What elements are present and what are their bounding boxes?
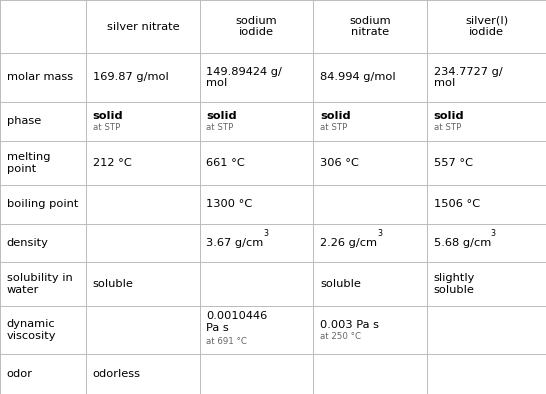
Text: 306 °C: 306 °C bbox=[320, 158, 359, 168]
Text: 3: 3 bbox=[491, 229, 496, 238]
Text: 234.7727 g/
mol: 234.7727 g/ mol bbox=[434, 67, 502, 88]
Text: sodium
nitrate: sodium nitrate bbox=[349, 16, 391, 37]
Text: 84.994 g/mol: 84.994 g/mol bbox=[320, 72, 396, 82]
Text: phase: phase bbox=[7, 117, 41, 126]
Text: solid: solid bbox=[206, 112, 237, 121]
Text: 3: 3 bbox=[264, 229, 269, 238]
Text: density: density bbox=[7, 238, 49, 248]
Text: 1506 °C: 1506 °C bbox=[434, 199, 479, 210]
Text: sodium
iodide: sodium iodide bbox=[236, 16, 277, 37]
Text: at STP: at STP bbox=[93, 123, 120, 132]
Text: 3.67 g/cm: 3.67 g/cm bbox=[206, 238, 264, 248]
Text: dynamic
viscosity: dynamic viscosity bbox=[7, 319, 56, 341]
Text: soluble: soluble bbox=[320, 279, 361, 289]
Text: at STP: at STP bbox=[320, 123, 347, 132]
Text: 557 °C: 557 °C bbox=[434, 158, 472, 168]
Text: 1300 °C: 1300 °C bbox=[206, 199, 253, 210]
Text: 3: 3 bbox=[377, 229, 382, 238]
Text: 2.26 g/cm: 2.26 g/cm bbox=[320, 238, 377, 248]
Text: 212 °C: 212 °C bbox=[93, 158, 132, 168]
Text: 149.89424 g/
mol: 149.89424 g/ mol bbox=[206, 67, 282, 88]
Text: 5.68 g/cm: 5.68 g/cm bbox=[434, 238, 491, 248]
Text: boiling point: boiling point bbox=[7, 199, 78, 210]
Text: solid: solid bbox=[320, 112, 351, 121]
Text: slightly
soluble: slightly soluble bbox=[434, 273, 475, 295]
Text: odor: odor bbox=[7, 369, 33, 379]
Text: at STP: at STP bbox=[434, 123, 461, 132]
Text: silver nitrate: silver nitrate bbox=[106, 22, 180, 32]
Text: silver(I)
iodide: silver(I) iodide bbox=[465, 16, 508, 37]
Text: at 250 °C: at 250 °C bbox=[320, 332, 361, 341]
Text: odorless: odorless bbox=[93, 369, 141, 379]
Text: solubility in
water: solubility in water bbox=[7, 273, 72, 295]
Text: at STP: at STP bbox=[206, 123, 234, 132]
Text: solid: solid bbox=[93, 112, 123, 121]
Text: 0.003 Pa s: 0.003 Pa s bbox=[320, 320, 379, 330]
Text: solid: solid bbox=[434, 112, 464, 121]
Text: melting
point: melting point bbox=[7, 152, 50, 174]
Text: at 691 °C: at 691 °C bbox=[206, 336, 247, 346]
Text: soluble: soluble bbox=[93, 279, 134, 289]
Text: molar mass: molar mass bbox=[7, 72, 73, 82]
Text: 169.87 g/mol: 169.87 g/mol bbox=[93, 72, 169, 82]
Text: 0.0010446
Pa s: 0.0010446 Pa s bbox=[206, 311, 268, 333]
Text: 661 °C: 661 °C bbox=[206, 158, 245, 168]
